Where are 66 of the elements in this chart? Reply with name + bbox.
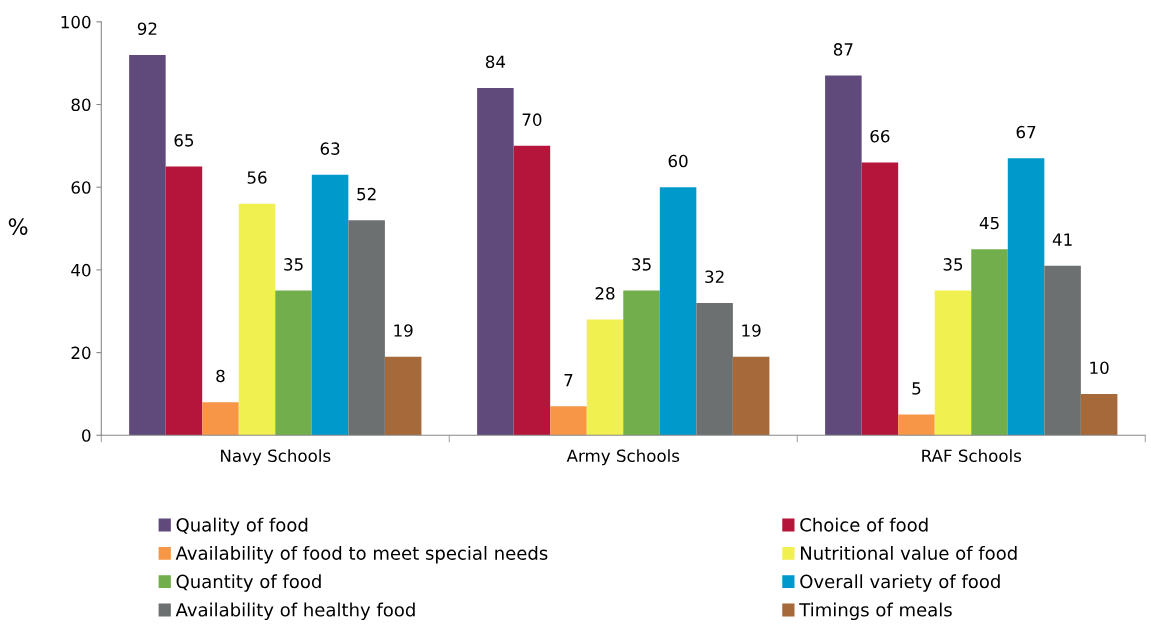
data-label: 66 [870, 129, 890, 143]
data-label: 60 [668, 154, 688, 168]
data-label: 5 [912, 382, 921, 395]
bar [165, 166, 203, 436]
legend-label: Nutritional value of food [801, 545, 1017, 560]
bar [971, 249, 1008, 436]
bar [1007, 158, 1045, 436]
data-label: 19 [394, 324, 413, 337]
data-label: 63 [320, 142, 340, 155]
bar [238, 203, 276, 436]
x-tick-label: Navy Schools [221, 449, 331, 466]
bar [384, 356, 422, 436]
x-tick-label: RAF Schools [922, 449, 1022, 463]
legend-label: Availability of food to meet special needs [175, 545, 548, 564]
bar [275, 290, 312, 436]
data-label: 67 [1016, 125, 1036, 139]
bar [129, 54, 166, 436]
legend-label: Quality of food [176, 517, 308, 536]
legend-label: Availability of healthy food [175, 602, 415, 621]
bar [659, 187, 697, 436]
data-label: 35 [632, 258, 651, 271]
data-label: 32 [705, 270, 724, 284]
bar [898, 414, 935, 436]
bar [696, 302, 733, 436]
data-label: 35 [284, 258, 303, 271]
data-label: 87 [833, 43, 853, 56]
y-axis-title: % [8, 218, 28, 235]
data-label: 10 [1090, 361, 1109, 375]
legend-label: Timings of meals [799, 602, 952, 621]
bar [1044, 265, 1081, 436]
y-tick-label: 100 [61, 15, 91, 29]
data-label: 8 [216, 369, 225, 383]
legend-label: Overall variety of food [800, 574, 1000, 592]
bar [311, 174, 349, 436]
bar [348, 220, 385, 436]
data-label: 84 [485, 55, 506, 69]
data-label: 19 [742, 324, 761, 337]
y-tick-label: 80 [71, 98, 91, 112]
y-tick-label: 20 [71, 346, 91, 360]
bar [513, 145, 551, 436]
y-tick-label: 0 [82, 429, 91, 442]
bar [825, 75, 862, 436]
legend-label: Choice of food [800, 517, 928, 532]
y-tick-label: 40 [71, 263, 91, 277]
data-label: 52 [357, 187, 376, 201]
data-label: 28 [595, 287, 615, 300]
bar [861, 162, 899, 436]
bar [934, 290, 972, 436]
bar [477, 87, 514, 436]
data-label: 65 [174, 134, 194, 147]
bar [586, 319, 624, 436]
data-label: 45 [979, 216, 999, 230]
y-tick-label: 60 [71, 181, 91, 194]
bar [202, 402, 239, 436]
legend-label: Quantity of food [176, 574, 321, 592]
data-label: 56 [247, 171, 267, 184]
bar [732, 356, 770, 436]
x-tick-label: Army Schools [566, 449, 680, 466]
data-label: 92 [137, 22, 157, 36]
data-label: 7 [564, 374, 573, 387]
data-label: 41 [1052, 233, 1072, 246]
data-label: 70 [522, 113, 542, 126]
bar [623, 290, 660, 436]
bar [1080, 393, 1118, 436]
data-label: 35 [943, 258, 963, 271]
bar [550, 406, 587, 436]
